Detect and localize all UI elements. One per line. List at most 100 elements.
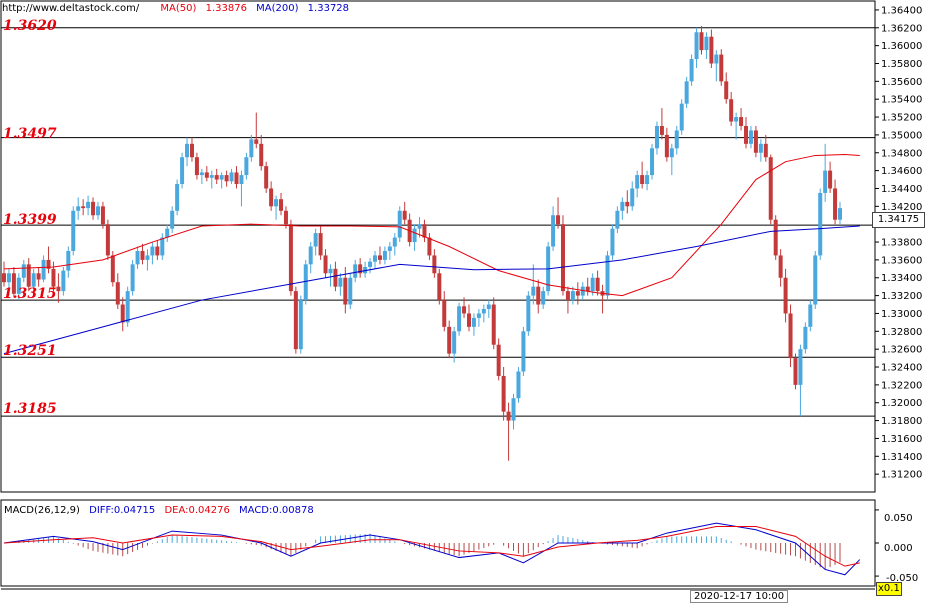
price-tick-label: 1.32000 (881, 398, 922, 409)
candle-up (308, 246, 313, 265)
candle-down (234, 172, 239, 185)
candle-up (610, 228, 615, 256)
candle-down (709, 36, 714, 64)
candle-down (506, 411, 511, 421)
candle-up (150, 246, 155, 256)
candle-down (259, 143, 264, 167)
candle-up (135, 250, 140, 265)
candle-up (219, 175, 224, 180)
candle-up (387, 246, 392, 251)
candle-up (526, 295, 531, 332)
candle-up (650, 148, 655, 176)
candle-down (659, 125, 664, 135)
candle-up (397, 210, 402, 238)
candle-up (580, 286, 585, 296)
candle-down (625, 201, 630, 207)
candle-down (254, 139, 259, 144)
candle-up (516, 371, 521, 399)
candle-up (313, 233, 318, 247)
candle-up (808, 304, 813, 327)
candle-up (635, 175, 640, 189)
candle-up (175, 184, 180, 211)
candle-up (704, 36, 709, 51)
candle-up (457, 306, 462, 332)
candle-down (189, 143, 194, 158)
price-tick-label: 1.32200 (881, 380, 922, 391)
macd-value: MACD:0.00878 (239, 505, 314, 516)
price-tick-label: 1.36200 (881, 23, 922, 34)
price-tick-label: 1.31800 (881, 416, 922, 427)
candle-down (402, 210, 407, 220)
candle-up (570, 291, 575, 301)
zoom-badge[interactable]: x0.1 (876, 582, 902, 596)
candle-up (71, 210, 76, 251)
candle-up (16, 277, 21, 294)
price-header: http://www.deltastock.com/ MA(50) 1.3387… (2, 3, 355, 14)
candle-down (466, 313, 471, 327)
candle-up (239, 175, 244, 185)
candle-up (209, 175, 214, 178)
candle-up (803, 326, 808, 350)
price-tick-label: 1.36400 (881, 5, 922, 16)
candle-down (214, 175, 219, 180)
candle-up (679, 103, 684, 131)
price-tick-label: 1.35800 (881, 59, 922, 70)
candle-down (536, 286, 541, 305)
candle-up (486, 304, 491, 309)
candle-up (476, 313, 481, 318)
macd-dea-line (3, 525, 860, 567)
candle-up (382, 250, 387, 260)
candle-down (719, 54, 724, 82)
candle-up (674, 130, 679, 149)
candle-up (511, 398, 516, 421)
candle-up (180, 157, 185, 185)
candle-up (813, 255, 818, 305)
candle-up (823, 170, 828, 193)
level-label: 1.3497 (3, 126, 57, 142)
macd-tick: -0.050 (886, 573, 919, 584)
price-tick-label: 1.31600 (881, 434, 922, 445)
candle-up (684, 81, 689, 104)
price-tick-label: 1.31400 (881, 452, 922, 463)
candle-down (585, 286, 590, 292)
price-tick-label: 1.34200 (881, 202, 922, 213)
candle-up (244, 157, 249, 176)
ma200-line (3, 225, 860, 355)
candle-up (274, 199, 279, 207)
ma50-label: MA(50) (160, 3, 197, 14)
level-label: 1.3399 (3, 212, 57, 228)
candle-down (640, 175, 645, 185)
candle-up (669, 148, 674, 158)
candle-down (155, 246, 160, 256)
candle-up (412, 228, 417, 243)
candle-up (748, 130, 753, 144)
candle-down (2, 273, 6, 283)
price-tick-label: 1.32800 (881, 327, 922, 338)
candle-up (348, 277, 353, 305)
candle-up (605, 255, 610, 296)
candle-up (298, 300, 303, 350)
price-tick-label: 1.35600 (881, 77, 922, 88)
candle-down (333, 268, 338, 287)
source-url[interactable]: http://www.deltastock.com/ (2, 3, 140, 14)
candle-up (41, 259, 46, 280)
candle-down (442, 300, 447, 327)
candle-up (328, 268, 333, 274)
candle-up (76, 206, 81, 211)
level-label: 1.3185 (3, 401, 57, 417)
level-label: 1.3251 (3, 343, 57, 359)
ma200-value: 1.33728 (307, 3, 350, 14)
price-tick-label: 1.32600 (881, 345, 922, 356)
candle-down (565, 291, 570, 301)
candle-up (838, 208, 842, 220)
candle-down (739, 117, 744, 126)
candle-down (575, 291, 580, 296)
candle-down (778, 255, 783, 278)
candle-down (288, 224, 293, 292)
candle-down (283, 210, 288, 225)
candle-up (21, 264, 26, 278)
candle-up (417, 224, 422, 229)
price-tick-label: 1.35000 (881, 130, 922, 141)
macd-pane (0, 499, 876, 587)
